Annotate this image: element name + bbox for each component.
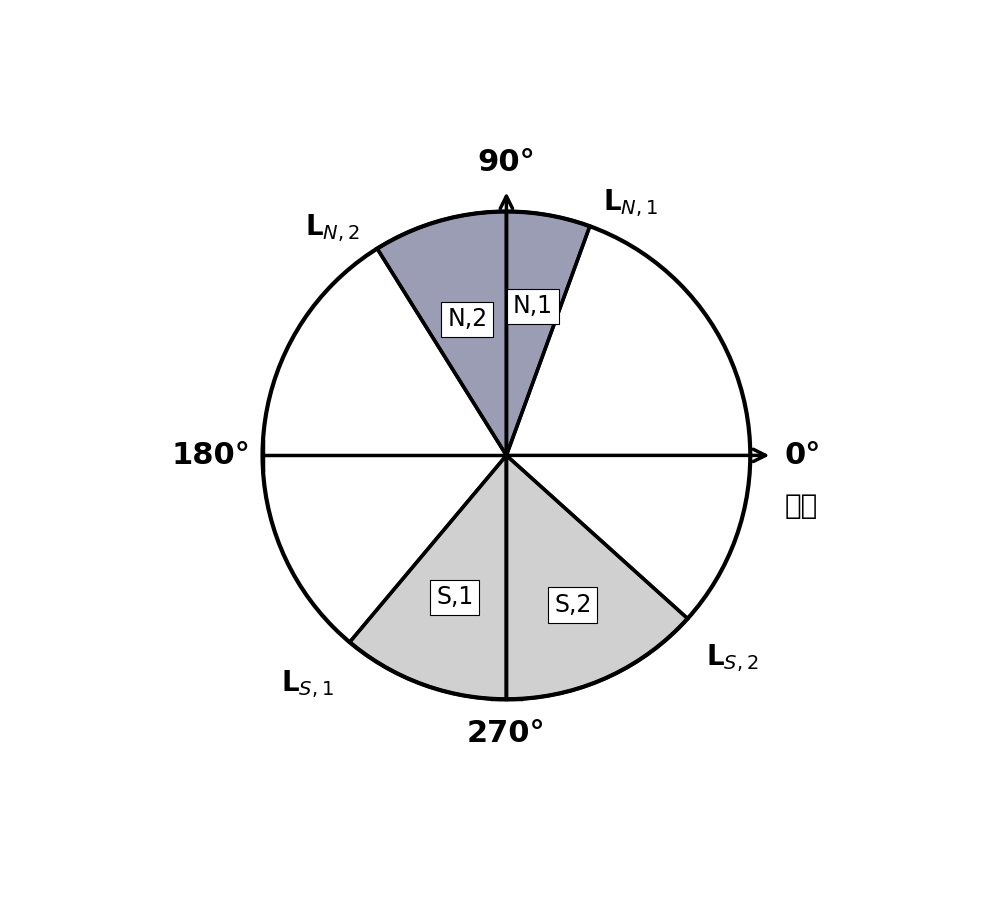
Text: 180°: 180° [171,441,250,470]
Text: $\mathbf{L}_{N,1}$: $\mathbf{L}_{N,1}$ [603,187,658,219]
Text: N,1: N,1 [513,295,553,318]
Text: S,1: S,1 [436,585,473,609]
Text: 赤经: 赤经 [784,492,818,520]
Polygon shape [377,212,506,455]
Text: N,2: N,2 [447,307,487,332]
Polygon shape [350,455,506,699]
Text: $\mathbf{L}_{S,1}$: $\mathbf{L}_{S,1}$ [281,668,334,700]
Text: 90°: 90° [478,148,535,177]
Text: $\mathbf{L}_{S,2}$: $\mathbf{L}_{S,2}$ [706,642,758,674]
Polygon shape [506,455,688,699]
Text: 270°: 270° [467,719,546,748]
Text: S,2: S,2 [554,593,592,616]
Polygon shape [506,212,590,455]
Text: $\mathbf{L}_{N,2}$: $\mathbf{L}_{N,2}$ [305,212,359,244]
Text: 0°: 0° [784,441,821,470]
